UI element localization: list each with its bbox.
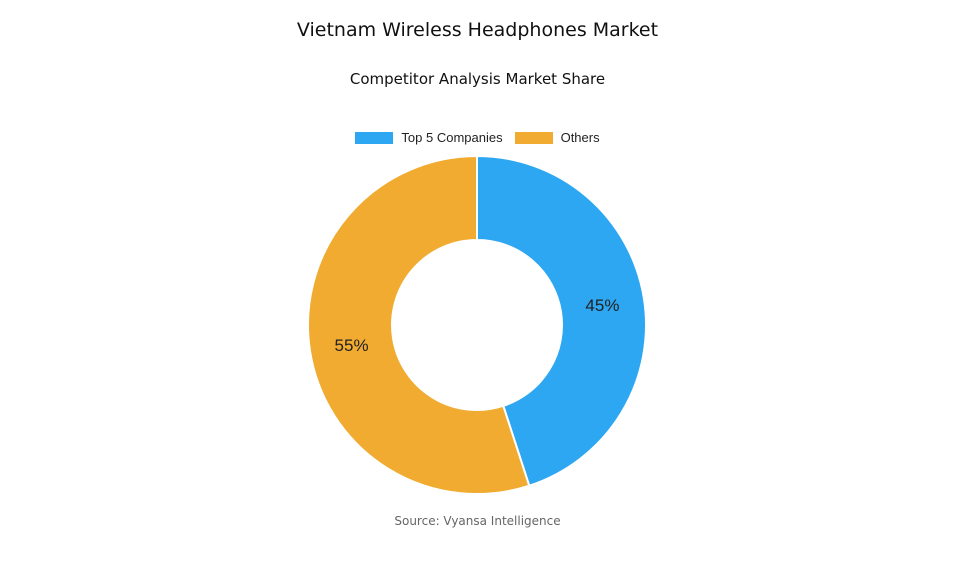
data-label-0: 45% [585, 296, 619, 315]
slice-others[interactable] [307, 154, 531, 495]
legend-item-top5[interactable]: Top 5 Companies [355, 130, 503, 145]
legend-label-others: Others [560, 130, 600, 145]
legend-swatch-others [514, 131, 553, 144]
legend-label-top5: Top 5 Companies [401, 130, 503, 145]
legend: Top 5 Companies Others [0, 130, 955, 145]
legend-item-others[interactable]: Others [514, 130, 600, 145]
source-note: Source: Vyansa Intelligence [394, 514, 561, 528]
chart-subtitle: Competitor Analysis Market Share [349, 70, 606, 88]
chart-title: Vietnam Wireless Headphones Market [296, 19, 659, 41]
legend-swatch-top5 [355, 131, 394, 144]
slice-top-5-companies[interactable] [476, 154, 648, 487]
data-label-1: 55% [335, 336, 369, 355]
